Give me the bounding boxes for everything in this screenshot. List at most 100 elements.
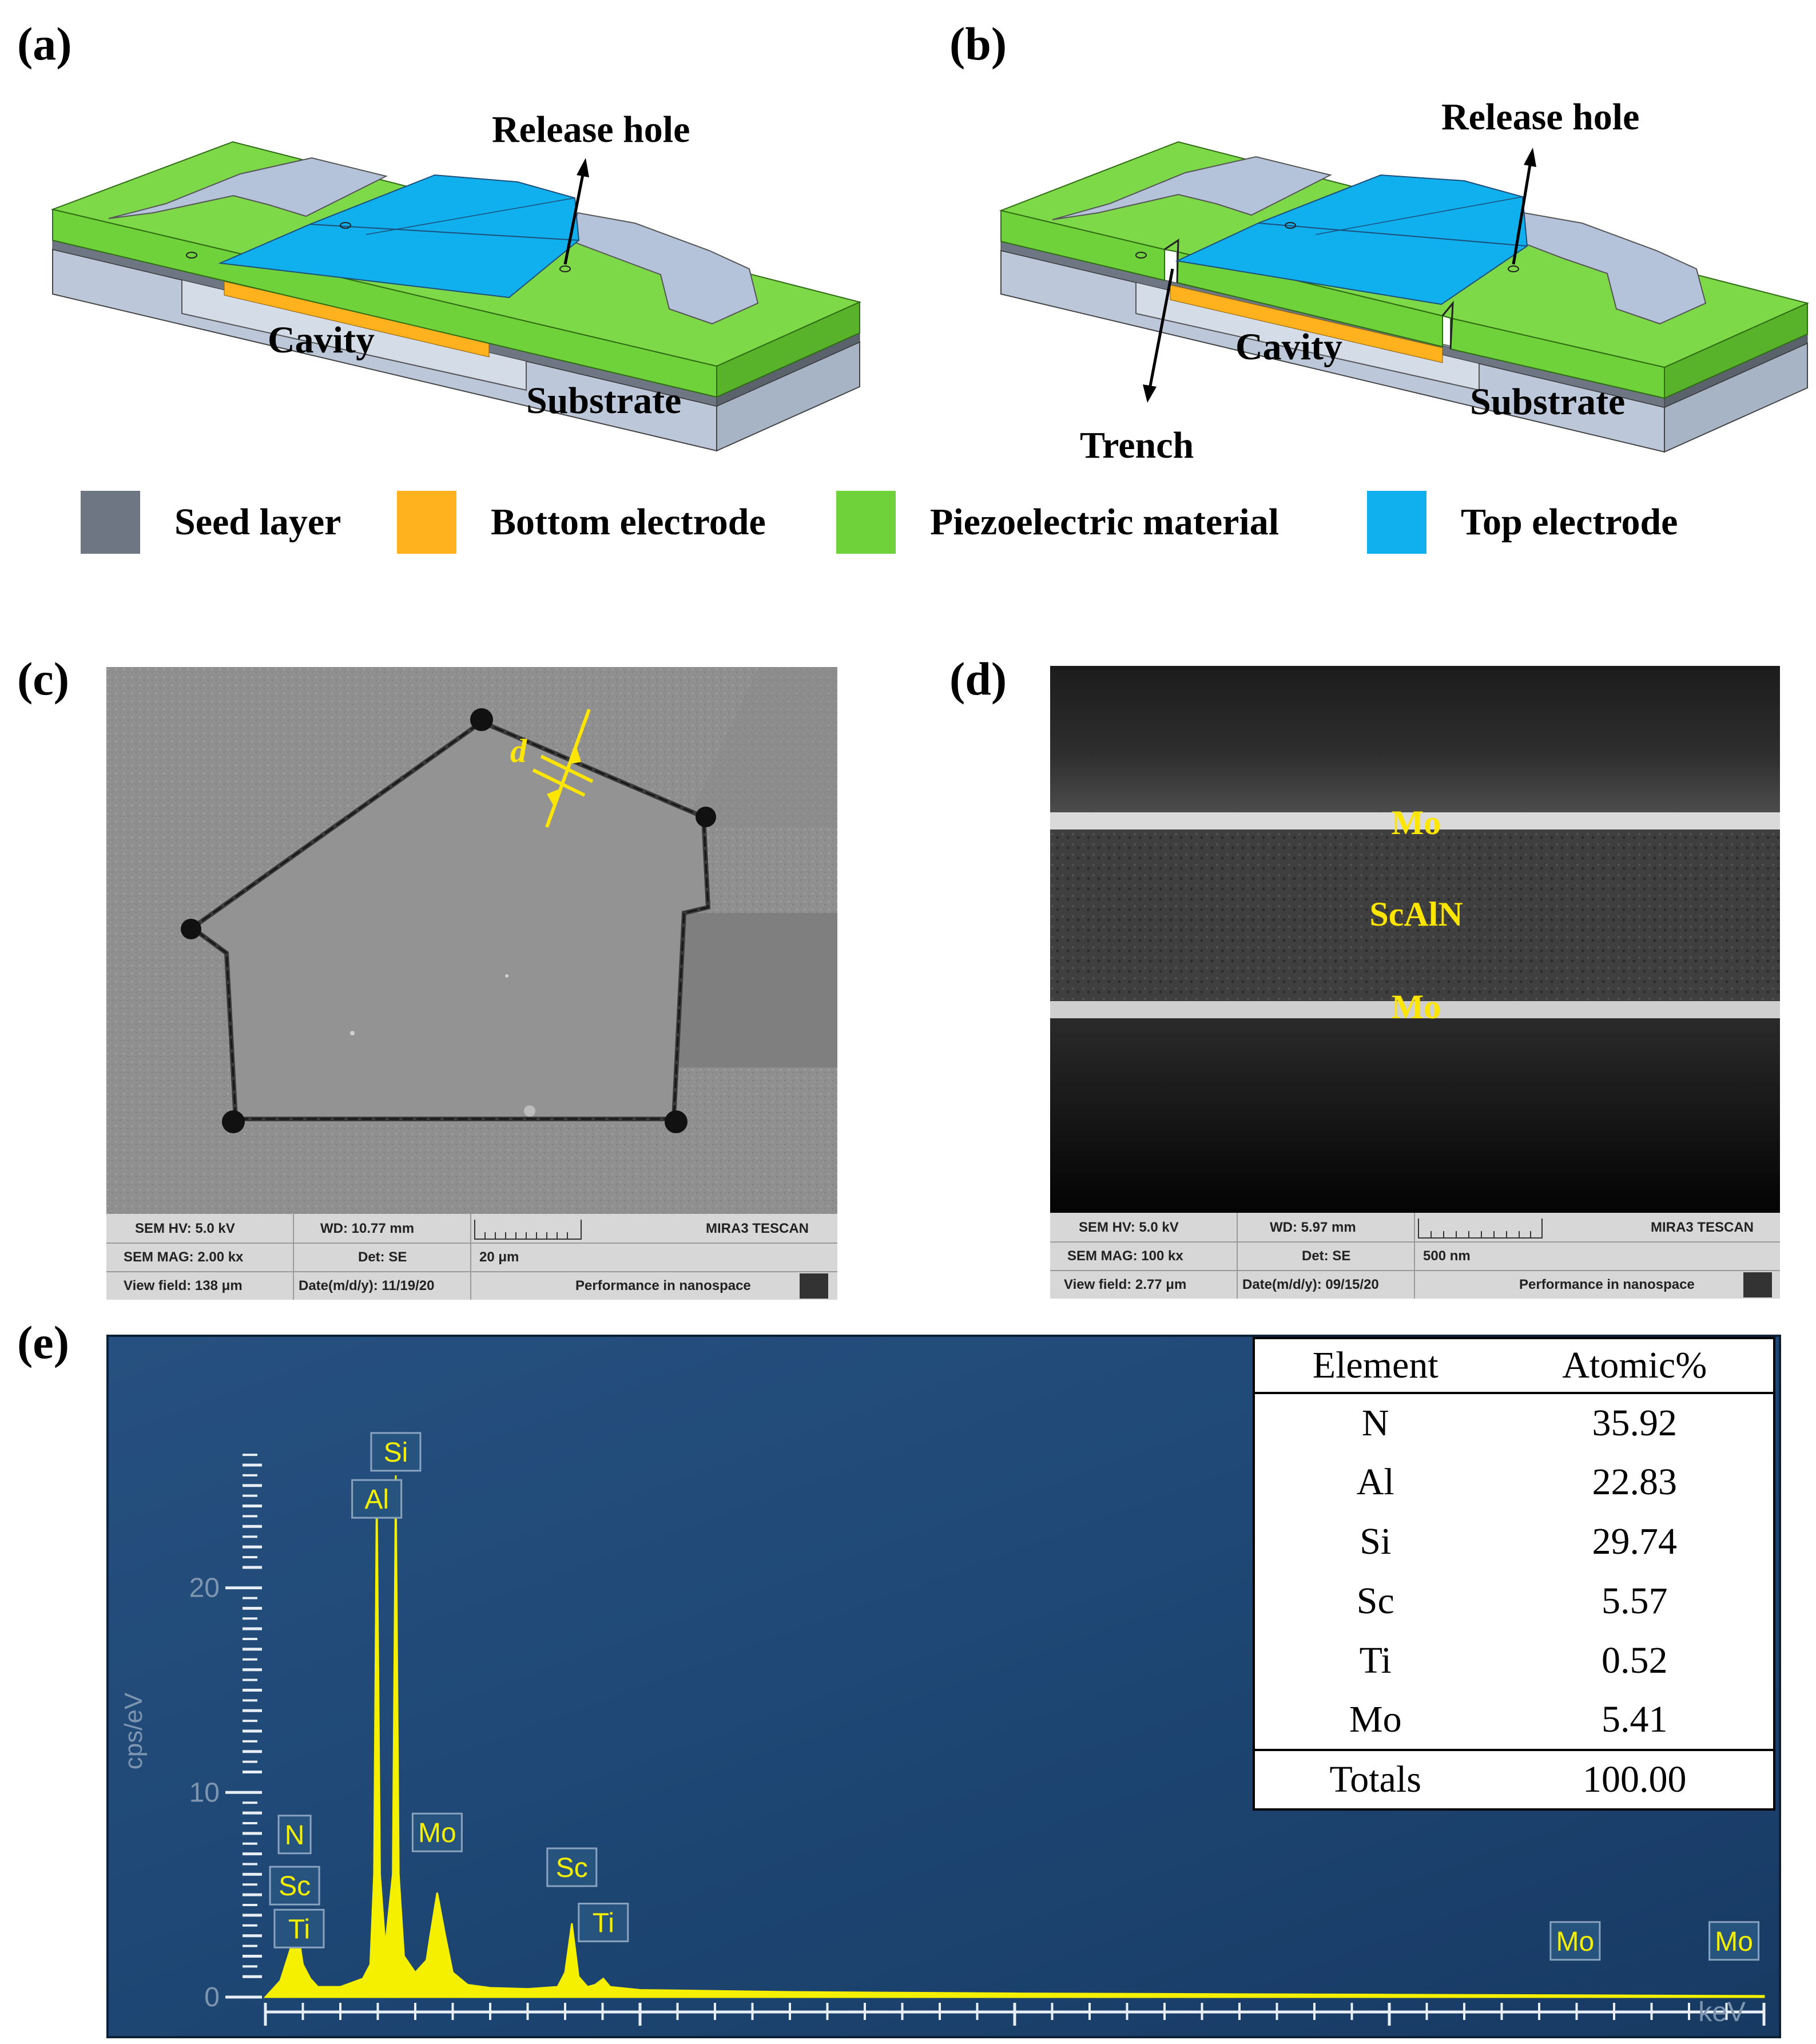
legend-piezoelectric: Piezoelectric material [836,491,1279,554]
peak-label-text: Si [384,1438,408,1468]
peak-label: Mo [1708,1921,1760,1961]
table-row: Mo 5.41 [1254,1690,1774,1750]
y-tick-label: 0 [204,1982,220,2013]
sem-view-field: View field: 138 μm [124,1278,243,1293]
sem-date: Date(m/d/y): 09/15/20 [1242,1277,1379,1292]
layer-label-mo-top: Mo [1392,804,1441,842]
table-cell-atomic-percent: 22.83 [1592,1461,1677,1503]
x-axis-label: keV [1698,1997,1746,2027]
peak-label-box [1708,1921,1760,1961]
table-row: Si 29.74 [1254,1512,1774,1571]
peak-label-box [546,1847,598,1887]
legend-seed-layer: Seed layer [81,491,341,554]
sem-top-view-content: d [106,667,837,1214]
sem-det: Det: SE [1302,1248,1351,1264]
peak-label-text: Sc [556,1853,588,1883]
resonator-schematic-a: Release hole Cavity Substrate [50,109,862,452]
table-cell-atomic-percent: 5.57 [1601,1580,1668,1622]
layer-label-scaln: ScAlN [1369,895,1463,933]
legend-label-piezo: Piezoelectric material [930,501,1279,543]
sem-cross-section-content: Mo ScAlN Mo [1050,666,1780,1213]
spectrum-series-0 [263,1475,1765,1998]
peak-label-text: Mo [418,1818,456,1848]
table-header-element: Element [1312,1344,1439,1386]
legend-swatch-seed [81,491,140,554]
composition-table: Element Atomic% N 35.92 Al 22.83 Si 29.74 Sc 5.… [1253,1337,1775,1811]
tescan-logo [800,1273,828,1299]
legend-label-seed: Seed layer [174,501,341,543]
y-axis-label: cps/eV [120,1692,148,1769]
sem-brand: MIRA3 TESCAN [706,1221,809,1236]
y-tick-label: 10 [189,1777,220,1808]
sem-mag: SEM MAG: 100 kx [1067,1248,1183,1264]
peak-label: Sc [546,1847,598,1887]
peak-label-box [273,1908,325,1948]
peak-label-text: Mo [1556,1927,1595,1957]
trench-label: Trench [1080,424,1194,466]
legend-label-top: Top electrode [1461,501,1678,543]
tescan-logo [1743,1272,1772,1297]
legend-swatch-piezo [836,491,896,554]
peak-label-text: N [285,1820,305,1851]
legend-swatch-bottom [397,491,456,554]
y-tick-label: 20 [189,1573,220,1604]
peak-label: Mo [411,1812,463,1852]
peak-label-box [351,1479,403,1519]
table-cell-element: Ti [1359,1640,1392,1681]
sem-date: Date(m/d/y): 11/19/20 [299,1278,435,1293]
sem-brand: MIRA3 TESCAN [1651,1220,1754,1235]
table-row: Al 22.83 [1254,1452,1774,1512]
table-cell-element: Si [1360,1521,1392,1562]
layer-label-mo-bottom: Mo [1392,988,1441,1026]
sem-scale: 20 μm [479,1249,519,1265]
peak-label-text: Sc [279,1871,311,1902]
sem-slogan: Performance in nanospace [1519,1277,1695,1292]
peak-label-text: Ti [288,1914,310,1944]
table-total-value: 100.00 [1582,1759,1687,1800]
panel-label-b: (b) [949,18,1007,70]
table-row: Ti 0.52 [1254,1631,1774,1690]
panel-label-c: (c) [17,653,70,705]
table-cell-atomic-percent: 5.41 [1601,1698,1668,1740]
panel-label-a: (a) [17,18,72,70]
table-cell-element: Al [1356,1461,1394,1503]
sem-mag: SEM MAG: 2.00 kx [124,1249,244,1265]
peak-label: Ti [578,1903,629,1943]
legend-top-electrode: Top electrode [1367,491,1678,554]
sem-image-cross-section: Mo ScAlN Mo SEM HV: 5.0 kV WD: 5.97 mm M… [1050,666,1780,1299]
peak-label-text: Mo [1715,1927,1753,1957]
peak-label-text: Al [364,1485,389,1515]
table-total-label: Totals [1329,1759,1421,1800]
sem-view-field: View field: 2.77 μm [1064,1277,1187,1292]
peak-label-box [269,1866,320,1906]
sem-info-bar-d: SEM HV: 5.0 kV WD: 5.97 mm MIRA3 TESCAN … [1050,1213,1780,1299]
sem-wd: WD: 5.97 mm [1270,1220,1356,1235]
table-cell-atomic-percent: 0.52 [1601,1640,1668,1681]
peak-label: Sc [269,1866,320,1906]
peak-label: Si [370,1432,422,1472]
cavity-label-a: Cavity [268,319,375,361]
table-cell-element: Mo [1349,1698,1402,1740]
legend-swatch-top [1367,491,1426,554]
legend-bottom-electrode: Bottom electrode [397,491,766,554]
cavity-label-b: Cavity [1235,326,1342,368]
peak-label-box [411,1812,463,1852]
sem-hv: SEM HV: 5.0 kV [135,1221,235,1236]
peak-label-box [370,1432,422,1472]
peak-label: Ti [273,1908,325,1948]
release-hole-label-b: Release hole [1441,96,1639,138]
table-row: N 35.92 [1254,1393,1774,1452]
sem-scale-bar-c [474,1220,582,1240]
substrate-label-b: Substrate [1470,381,1625,423]
dimension-d-label: d [510,732,527,769]
panel-label-d: (d) [949,653,1007,705]
table-cell-atomic-percent: 35.92 [1592,1402,1677,1444]
panel-label-e: (e) [17,1316,70,1368]
peak-label: N [277,1815,312,1855]
table-cell-element: N [1361,1402,1389,1444]
peak-label-box [578,1903,629,1943]
sem-scale-bar-d [1418,1219,1543,1239]
sem-image-top-view: d SEM HV: 5.0 kV WD: 10.77 mm MIRA3 TESC… [106,667,837,1300]
